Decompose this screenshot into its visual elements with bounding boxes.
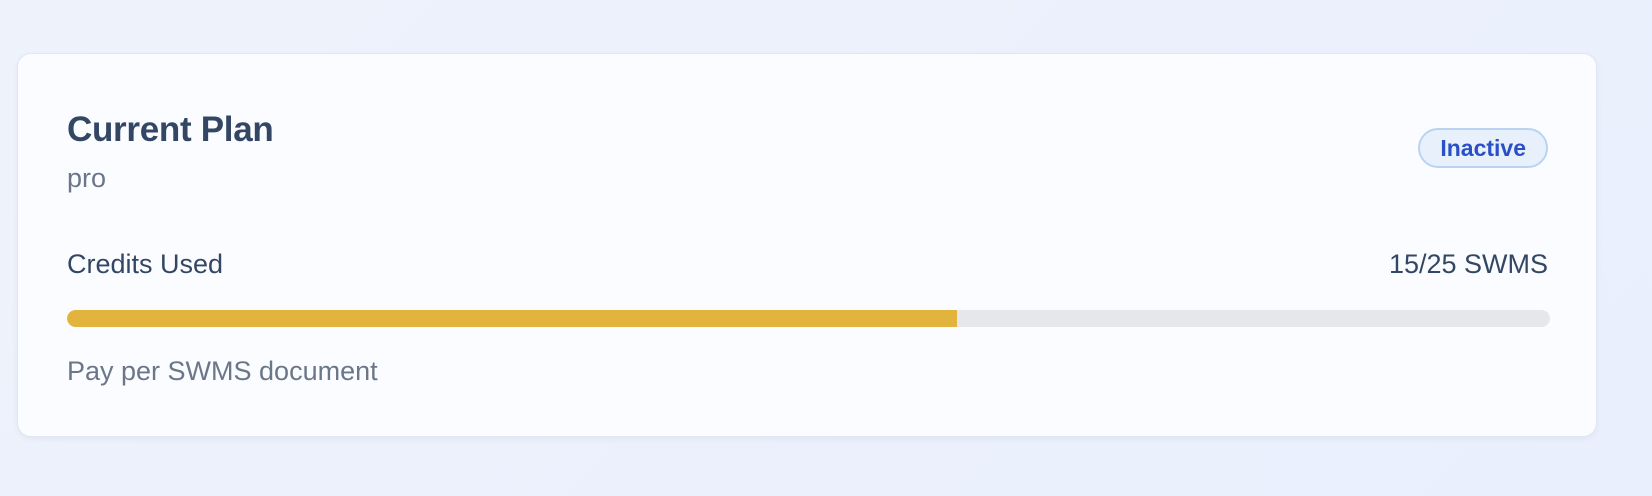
- credits-progress-bar: [67, 310, 1550, 327]
- status-badge: Inactive: [1418, 128, 1548, 168]
- card-title: Current Plan: [67, 110, 274, 149]
- credits-used-label: Credits Used: [67, 249, 224, 279]
- plan-name: pro: [67, 163, 107, 193]
- credits-progress-fill: [67, 310, 957, 327]
- plan-note: Pay per SWMS document: [67, 356, 378, 386]
- credits-used-value: 15/25 SWMS: [1388, 249, 1548, 279]
- current-plan-card: Current Plan pro Inactive Credits Used 1…: [17, 53, 1597, 437]
